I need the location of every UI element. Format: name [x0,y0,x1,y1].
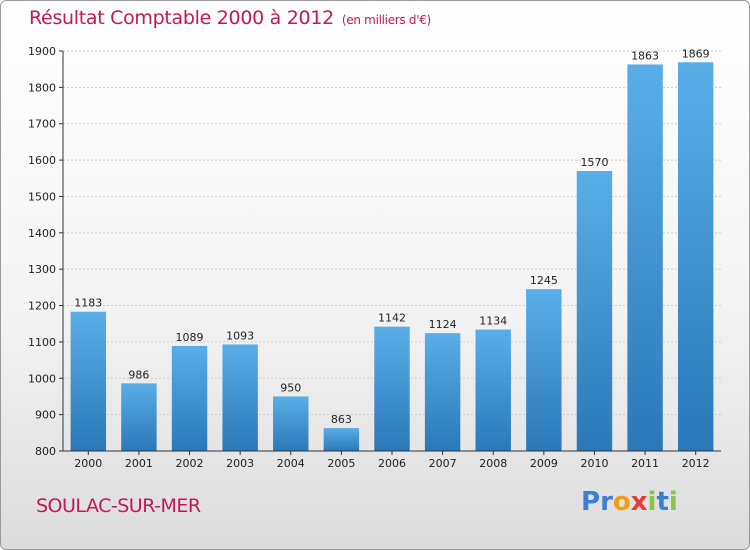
axes: 800 900 1000 1100 1200 1300 1400 1500 1600 1700 18… [28,45,721,470]
x-tick-label: 2009 [530,457,558,470]
x-tick-label: 2003 [226,457,254,470]
bar-value-label: 1089 [176,331,204,344]
bar-value-label: 1093 [226,329,254,342]
logo-letter: o [612,487,631,517]
y-tick-label: 900 [35,409,56,422]
y-tick-label: 1400 [28,227,56,240]
logo-letter: i [647,487,657,517]
y-tick-label: 1700 [28,118,56,131]
y-tick-label: 1500 [28,190,56,203]
x-tick-label: 2001 [125,457,153,470]
bar-value-label: 950 [280,381,301,394]
bar [475,329,511,451]
bar-value-label: 1124 [429,318,457,331]
x-tick-label: 2011 [631,457,659,470]
logo-letter: i [668,487,678,517]
y-tick-label: 1200 [28,300,56,313]
bar [526,289,562,451]
bar [323,428,360,451]
proxiti-logo[interactable]: Proxiti [581,487,678,517]
x-tick-label: 2004 [277,457,305,470]
bar [627,64,663,452]
y-tick-label: 1900 [28,45,56,58]
x-tick-label: 2006 [378,457,406,470]
bar-value-label: 1869 [682,47,710,60]
y-tick-label: 1100 [28,336,56,349]
logo-letter: P [581,487,601,517]
x-tick-label: 2012 [682,457,710,470]
bar-value-label: 1570 [580,156,608,169]
y-tick-label: 1600 [28,154,56,167]
bar [677,62,714,451]
bar [121,383,157,451]
logo-letter: r [600,487,613,517]
chart-unit: (en milliers d'€) [341,13,431,27]
bar-value-label: 986 [128,368,149,381]
y-tick-label: 1800 [28,81,56,94]
bar [171,345,208,451]
bar [576,171,613,451]
bar-value-label: 1142 [378,312,406,325]
chart-title: Résultat Comptable 2000 à 2012 (en millie… [29,7,431,29]
x-tick-label: 2002 [176,457,204,470]
bar-value-label: 1863 [631,49,659,62]
bar-value-label: 863 [331,413,352,426]
y-tick-label: 1300 [28,263,56,276]
y-tick-label: 1000 [28,372,56,385]
x-tick-label: 2000 [74,457,102,470]
bar [273,396,309,451]
chart-title-text: Résultat Comptable 2000 à 2012 [29,7,334,29]
logo-letter: x [630,487,648,517]
x-tick-label: 2005 [327,457,355,470]
bar-value-label: 1245 [530,274,558,287]
bar [70,311,107,451]
bar-value-label: 1183 [74,297,102,310]
x-tick-label: 2010 [580,457,608,470]
bar [424,333,461,451]
y-tick-label: 800 [35,445,56,458]
bar-value-label: 1134 [479,315,507,328]
x-tick-label: 2007 [429,457,457,470]
bar [374,326,410,451]
place-name: SOULAC-SUR-MER [36,495,201,517]
bar [222,344,258,451]
x-tick-label: 2008 [479,457,507,470]
logo-letter: t [656,487,669,517]
bars: 1183 986 1089 1093 950 863 1142 1124 1134 1245 157… [70,47,714,452]
